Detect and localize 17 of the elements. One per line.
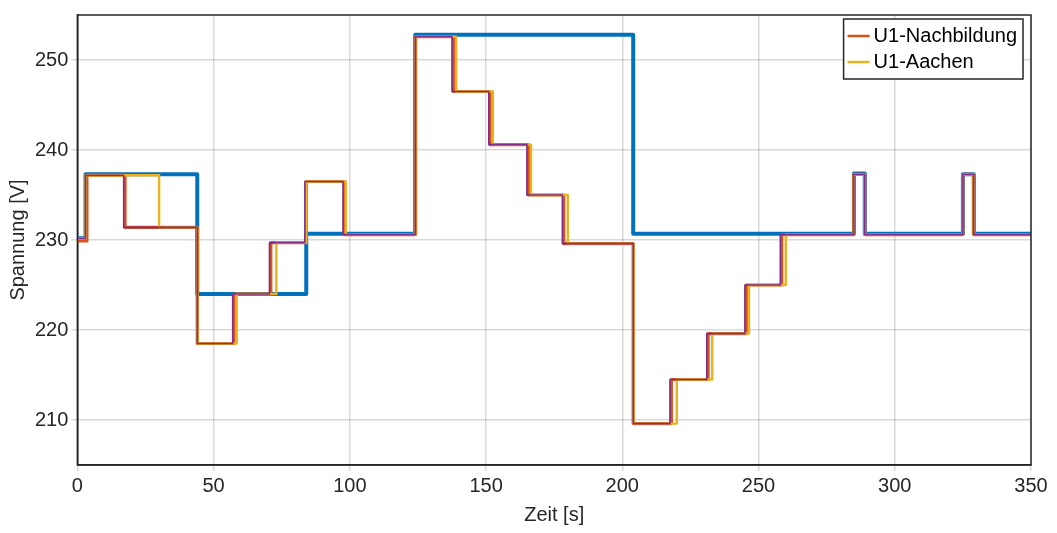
x-tick-label: 0 — [71, 473, 83, 496]
x-tick-label: 300 — [878, 473, 912, 496]
x-tick-label: 50 — [202, 473, 225, 496]
y-axis-title: Spannung [V] — [5, 179, 28, 301]
y-tick-label: 250 — [34, 47, 69, 70]
legend-label: U1-Nachbildung — [873, 23, 1017, 46]
legend-label: U1-Aachen — [873, 49, 974, 72]
x-tick-label: 100 — [333, 473, 367, 496]
x-tick-label: 150 — [469, 473, 503, 496]
x-tick-label: 250 — [741, 473, 776, 496]
y-tick-label: 220 — [34, 317, 69, 340]
x-axis-title: Zeit [s] — [524, 502, 585, 525]
x-tick-label: 200 — [605, 473, 639, 496]
x-tick-label: 350 — [1014, 473, 1048, 496]
y-tick-label: 210 — [34, 407, 69, 430]
y-tick-label: 230 — [34, 227, 69, 250]
y-tick-label: 240 — [34, 137, 69, 160]
